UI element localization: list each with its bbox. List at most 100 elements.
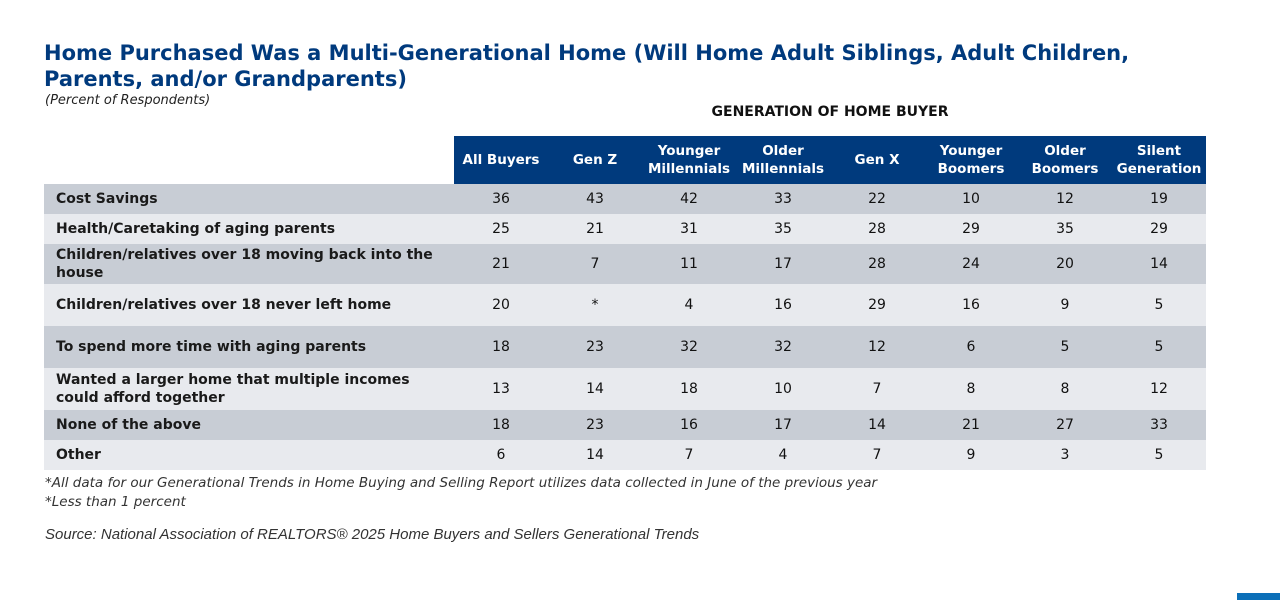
header-blank-cell [44, 136, 454, 184]
table-cell: 16 [924, 284, 1018, 326]
table-cell: 32 [736, 326, 830, 368]
table-cell: 12 [1018, 184, 1112, 214]
table-cell: 16 [736, 284, 830, 326]
table-cell: 32 [642, 326, 736, 368]
table-cell: 4 [642, 284, 736, 326]
column-header: Older Boomers [1018, 136, 1112, 184]
row-label: None of the above [44, 410, 454, 440]
table-cell: 13 [454, 368, 548, 410]
table-cell: 6 [924, 326, 1018, 368]
row-label: Children/relatives over 18 never left ho… [44, 284, 454, 326]
table-cell: 22 [830, 184, 924, 214]
table-cell: 27 [1018, 410, 1112, 440]
column-header-line: Older [762, 143, 804, 159]
row-label: Wanted a larger home that multiple incom… [44, 368, 454, 410]
table-cell: 4 [736, 440, 830, 470]
column-header: Younger Millennials [642, 136, 736, 184]
table-cell: 5 [1112, 326, 1206, 368]
column-header-line: Millennials [647, 161, 731, 177]
column-header: Gen Z [548, 136, 642, 184]
table-row: None of the above 18 23 16 17 14 21 27 33 [44, 410, 1206, 440]
column-header-line: All Buyers [462, 152, 540, 168]
column-header-line: Younger [939, 143, 1003, 159]
table-cell: 5 [1112, 440, 1206, 470]
table-cell: 31 [642, 214, 736, 244]
table-cell: 43 [548, 184, 642, 214]
table-cell: 8 [1018, 368, 1112, 410]
table-cell: 20 [1018, 244, 1112, 284]
table-cell: 18 [454, 410, 548, 440]
data-table: All Buyers Gen Z Younger Millennials Older Mi… [44, 136, 1206, 470]
table-cell: 19 [1112, 184, 1206, 214]
table-cell: 10 [924, 184, 1018, 214]
table-cell: 10 [736, 368, 830, 410]
table-cell: 29 [924, 214, 1018, 244]
footnote: *Less than 1 percent [45, 494, 186, 510]
table-cell: 9 [1018, 284, 1112, 326]
footnotes: *All data for our Generational Trends in… [45, 474, 877, 512]
chart-title: Home Purchased Was a Multi-Generational … [44, 41, 1130, 91]
column-header-line: Silent [1136, 143, 1182, 159]
table-cell: 11 [642, 244, 736, 284]
table-cell: 42 [642, 184, 736, 214]
table-cell: 33 [736, 184, 830, 214]
header-row: All Buyers Gen Z Younger Millennials Older Mi… [44, 136, 1206, 184]
table-cell: 24 [924, 244, 1018, 284]
table-row: Other 6 14 7 4 7 9 3 5 [44, 440, 1206, 470]
table-cell: 12 [830, 326, 924, 368]
table-cell: 16 [642, 410, 736, 440]
table-cell: 35 [736, 214, 830, 244]
table-cell: 12 [1112, 368, 1206, 410]
table-cell: 7 [830, 368, 924, 410]
table-body: Cost Savings 36 43 42 33 22 10 12 19 Health/Caret… [44, 184, 1206, 470]
table-cell: 36 [454, 184, 548, 214]
table-cell: 21 [548, 214, 642, 244]
table-cell: 35 [1018, 214, 1112, 244]
table-cell: 7 [548, 244, 642, 284]
table-cell: 33 [1112, 410, 1206, 440]
table-cell: 14 [830, 410, 924, 440]
table-cell: 17 [736, 410, 830, 440]
table-cell: 3 [1018, 440, 1112, 470]
table-cell: 14 [548, 368, 642, 410]
row-label: Other [44, 440, 454, 470]
source-note: Source: National Association of REALTORS… [45, 526, 700, 543]
table-cell: 29 [1112, 214, 1206, 244]
column-header-line: Boomers [1031, 161, 1099, 177]
table-cell: 14 [1112, 244, 1206, 284]
column-header-line: Gen Z [572, 152, 618, 168]
table-cell: 23 [548, 326, 642, 368]
column-header: Silent Generation [1112, 136, 1206, 184]
table-row: Health/Caretaking of aging parents 25 21 31… [44, 214, 1206, 244]
row-label: Children/relatives over 18 moving back i… [44, 244, 454, 284]
chart-subtitle: (Percent of Respondents) [45, 93, 211, 108]
corner-accent-bar [1237, 593, 1280, 600]
row-label: To spend more time with aging parents [44, 326, 454, 368]
table-cell: 18 [642, 368, 736, 410]
column-header: Gen X [830, 136, 924, 184]
table-row: Cost Savings 36 43 42 33 22 10 12 19 [44, 184, 1206, 214]
column-header-line: Generation [1116, 161, 1202, 177]
table-row: Children/relatives over 18 moving back i… [44, 244, 1206, 284]
table-cell: 23 [548, 410, 642, 440]
column-header-line: Younger [657, 143, 721, 159]
column-header: All Buyers [454, 136, 548, 184]
column-header-line: Boomers [937, 161, 1005, 177]
table-cell: 29 [830, 284, 924, 326]
table-cell: 5 [1112, 284, 1206, 326]
table-cell: 8 [924, 368, 1018, 410]
column-header: Younger Boomers [924, 136, 1018, 184]
table-row: Wanted a larger home that multiple incom… [44, 368, 1206, 410]
table-cell: 21 [924, 410, 1018, 440]
table-row: To spend more time with aging parents 18 2… [44, 326, 1206, 368]
table-cell: 17 [736, 244, 830, 284]
table-cell: 14 [548, 440, 642, 470]
column-header-line: Millennials [741, 161, 825, 177]
row-label: Cost Savings [44, 184, 454, 214]
table-row: Children/relatives over 18 never left ho… [44, 284, 1206, 326]
row-label: Health/Caretaking of aging parents [44, 214, 454, 244]
table-cell: 28 [830, 244, 924, 284]
table-cell: 6 [454, 440, 548, 470]
column-header-line: Older [1044, 143, 1086, 159]
table-cell: 7 [642, 440, 736, 470]
